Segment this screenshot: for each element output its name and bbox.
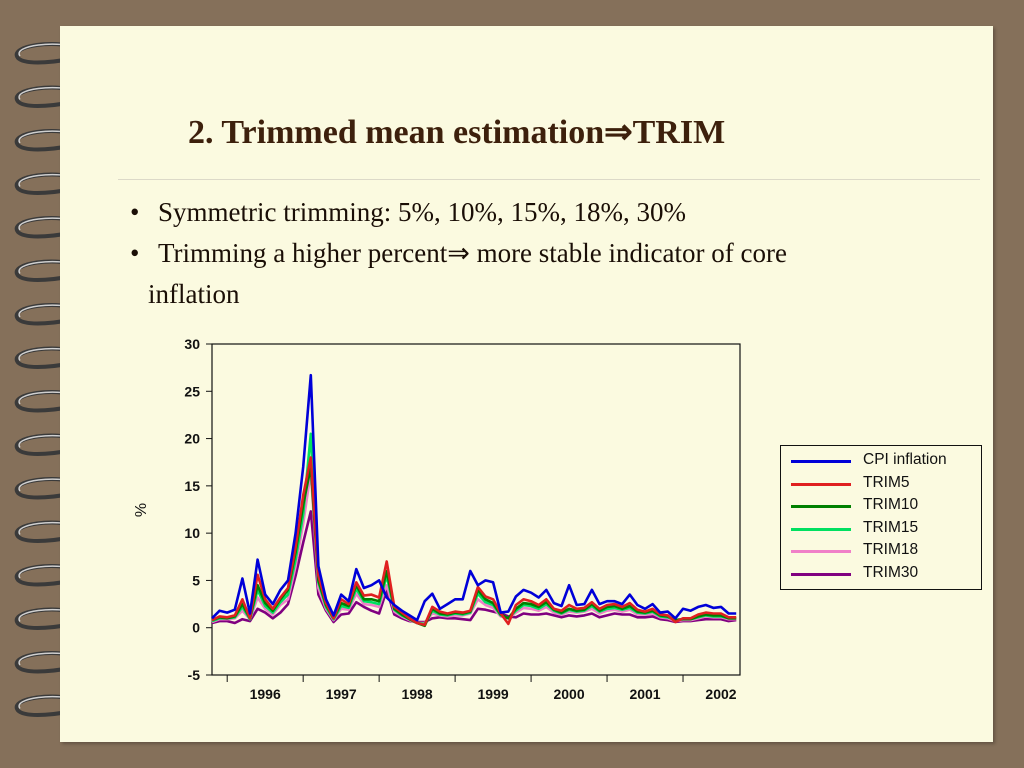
- y-tick-label: 15: [184, 478, 200, 494]
- bullet-1: • Symmetric trimming: 5%, 10%, 15%, 18%, …: [130, 197, 686, 228]
- y-tick-label: 5: [192, 572, 200, 588]
- legend-item: TRIM18: [789, 540, 979, 562]
- y-tick-label: 10: [184, 525, 200, 541]
- x-tick-label: 2000: [553, 686, 584, 702]
- series-line-cpi-inflation: [211, 373, 737, 622]
- x-tick-label: 1998: [402, 686, 433, 702]
- legend-label: TRIM5: [863, 473, 910, 491]
- legend-label: TRIM10: [863, 496, 919, 513]
- legend-label: TRIM18: [863, 541, 919, 558]
- bullet-2: • Trimming a higher percent⇒ more stable …: [130, 238, 787, 269]
- y-tick-label: 20: [184, 431, 200, 447]
- bullet-2-text: Trimming a higher percent⇒ more stable i…: [158, 238, 787, 268]
- legend-item: TRIM15: [789, 518, 979, 540]
- x-tick-label: 2002: [705, 686, 736, 702]
- x-tick-label: 1996: [250, 686, 281, 702]
- series-line-trim30: [211, 510, 737, 625]
- legend-item: TRIM30: [789, 563, 979, 585]
- legend-swatch: [791, 460, 851, 463]
- title-divider: [118, 179, 980, 180]
- legend-label: TRIM30: [863, 563, 919, 581]
- legend-swatch: [791, 527, 851, 531]
- legend-swatch: [791, 505, 851, 508]
- legend-item: CPI inflation: [789, 450, 979, 472]
- x-tick-label: 1997: [326, 686, 357, 702]
- inflation-line-chart: -5 0 5 10 15 20 25 30 1996 1997 1998 1999 2000 2001 2…: [133, 336, 741, 702]
- bullet-1-text: Symmetric trimming: 5%, 10%, 15%, 18%, 3…: [158, 197, 686, 227]
- x-tick-label: 1999: [478, 686, 509, 702]
- legend-label: TRIM15: [863, 518, 919, 536]
- bullet-dot-icon: •: [130, 197, 140, 227]
- legend-swatch: [791, 550, 851, 553]
- y-tick-label: 0: [192, 620, 200, 636]
- x-tick-label: 2001: [629, 686, 660, 702]
- y-tick-label: 25: [184, 383, 200, 399]
- series-line-trim5: [211, 456, 737, 627]
- y-tick-label: 30: [184, 336, 200, 352]
- legend-swatch: [791, 482, 851, 486]
- legend-item: TRIM5: [789, 473, 979, 495]
- bullet-dot-icon: •: [130, 238, 140, 268]
- plot-area-frame: [211, 343, 741, 676]
- legend-swatch: [791, 572, 851, 576]
- legend-label: CPI inflation: [863, 451, 947, 468]
- chart-legend: CPI inflation TRIM5 TRIM10 TRIM15 TRIM18 TRIM…: [780, 445, 982, 590]
- bullet-2-continuation: inflation: [148, 279, 240, 309]
- y-tick-label: -5: [188, 667, 201, 683]
- y-axis-label: %: [133, 503, 150, 517]
- legend-item: TRIM10: [789, 495, 979, 517]
- slide-title: 2. Trimmed mean estimation⇒TRIM: [188, 114, 726, 151]
